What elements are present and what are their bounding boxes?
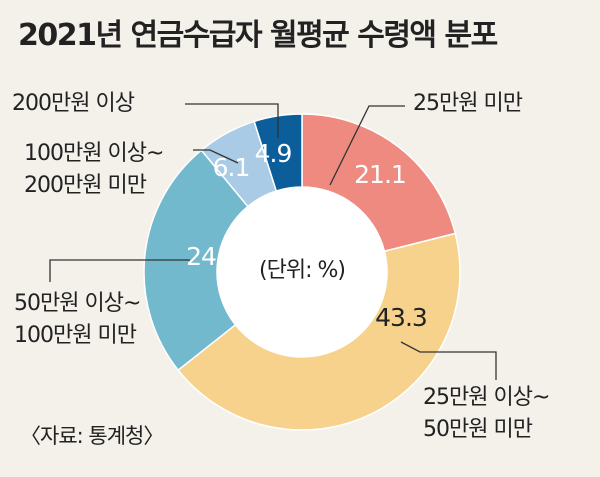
unit-label: (단위: %) bbox=[259, 258, 345, 283]
category-label: 100만원 이상~ 200만원 미만 bbox=[24, 141, 163, 198]
leader-line bbox=[329, 105, 405, 186]
leader-line bbox=[193, 149, 239, 164]
category-label: 200만원 이상 bbox=[12, 91, 135, 116]
value-label: 24.7 bbox=[186, 242, 238, 271]
donut-hole bbox=[217, 187, 387, 357]
value-label: 4.9 bbox=[255, 139, 292, 168]
value-label: 6.1 bbox=[213, 153, 250, 182]
chart-title: 2021년 연금수급자 월평균 수령액 분포 bbox=[18, 18, 498, 53]
leader-line bbox=[185, 103, 279, 138]
value-label: 21.1 bbox=[354, 160, 406, 189]
leader-line bbox=[400, 341, 497, 380]
value-label: 43.3 bbox=[375, 303, 427, 332]
leader-line bbox=[49, 259, 190, 282]
category-label: 25만원 이상~ 50만원 미만 bbox=[423, 385, 549, 442]
source-note: 〈자료: 통계청〉 bbox=[20, 424, 164, 448]
slice-50-to-100 bbox=[143, 149, 249, 372]
category-label: 25만원 미만 bbox=[413, 91, 523, 116]
category-label: 50만원 이상~ 100만원 미만 bbox=[14, 291, 140, 348]
